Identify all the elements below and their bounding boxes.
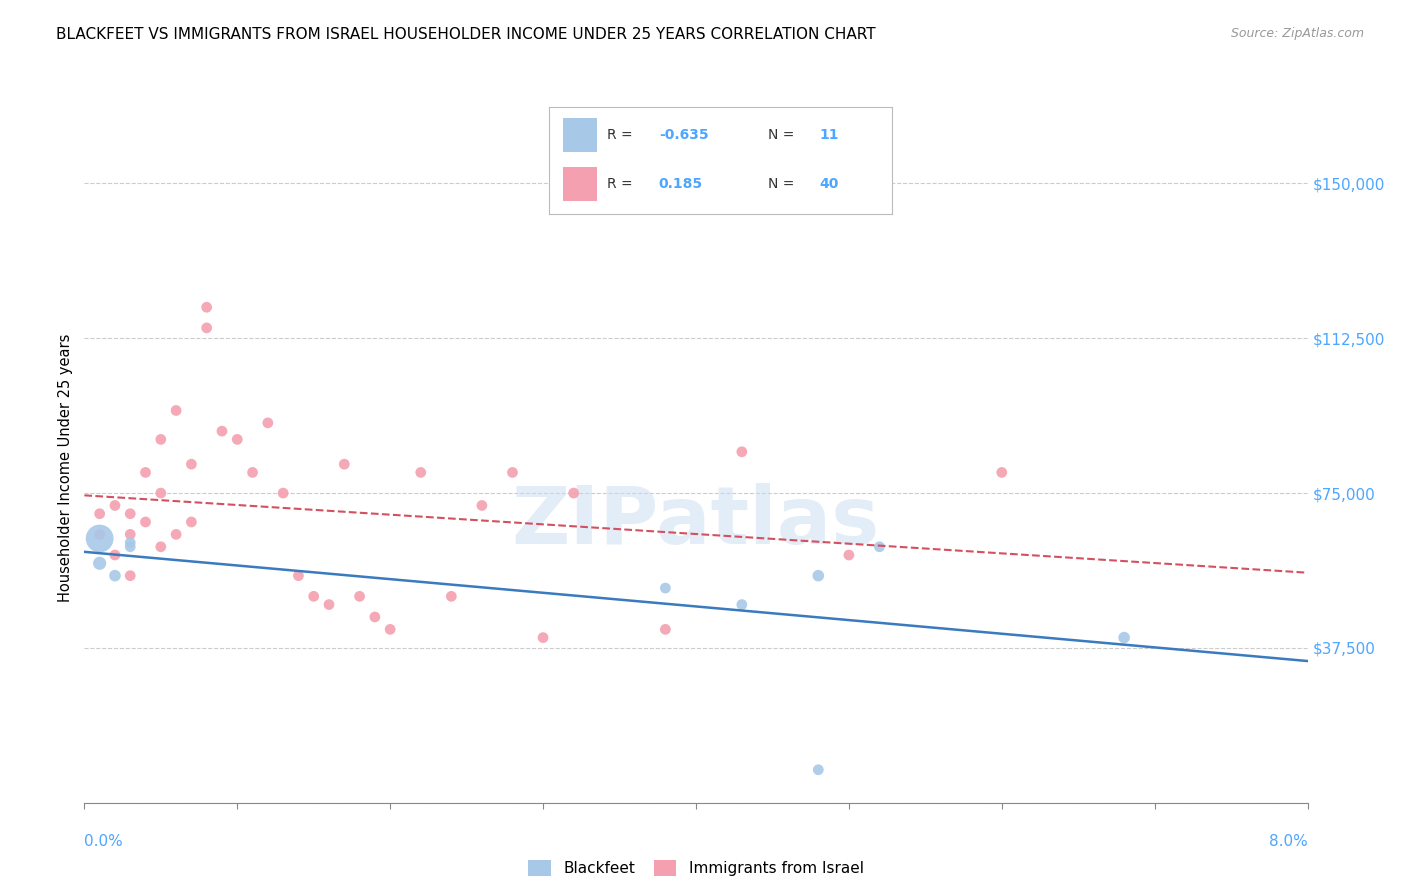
Point	[531, 631, 554, 645]
Y-axis label: Householder Income Under 25 years: Householder Income Under 25 years	[58, 334, 73, 602]
Point	[120, 540, 142, 554]
Point	[149, 486, 172, 500]
Point	[471, 499, 494, 513]
Point	[120, 568, 142, 582]
Point	[287, 568, 309, 582]
Point	[149, 540, 172, 554]
Point	[226, 433, 249, 447]
Point	[89, 527, 111, 541]
Point	[195, 300, 218, 314]
Point	[271, 486, 294, 500]
Point	[120, 507, 142, 521]
Point	[731, 444, 754, 458]
Point	[135, 466, 157, 480]
Point	[104, 548, 127, 562]
Point	[380, 623, 402, 637]
Point	[242, 466, 264, 480]
Text: Source: ZipAtlas.com: Source: ZipAtlas.com	[1230, 27, 1364, 40]
Point	[364, 610, 387, 624]
Point	[89, 507, 111, 521]
Point	[120, 527, 142, 541]
Point	[180, 457, 202, 471]
Text: BLACKFEET VS IMMIGRANTS FROM ISRAEL HOUSEHOLDER INCOME UNDER 25 YEARS CORRELATIO: BLACKFEET VS IMMIGRANTS FROM ISRAEL HOUS…	[56, 27, 876, 42]
Point	[731, 598, 754, 612]
Point	[104, 499, 127, 513]
Point	[838, 548, 860, 562]
Point	[807, 568, 830, 582]
Point	[318, 598, 340, 612]
Point	[120, 535, 142, 549]
Point	[302, 590, 325, 604]
Point	[195, 321, 218, 335]
Point	[165, 527, 187, 541]
Point	[869, 540, 891, 554]
Text: 8.0%: 8.0%	[1268, 834, 1308, 849]
Point	[211, 424, 233, 438]
Point	[562, 486, 585, 500]
Point	[990, 466, 1012, 480]
Text: ZIPatlas: ZIPatlas	[512, 483, 880, 561]
Point	[409, 466, 432, 480]
Point	[89, 532, 111, 546]
Point	[349, 590, 371, 604]
Point	[333, 457, 356, 471]
Point	[180, 515, 202, 529]
Point	[104, 568, 127, 582]
Point	[501, 466, 523, 480]
Point	[440, 590, 463, 604]
Point	[149, 433, 172, 447]
Text: 0.0%: 0.0%	[84, 834, 124, 849]
Point	[654, 623, 676, 637]
Legend: Blackfeet, Immigrants from Israel: Blackfeet, Immigrants from Israel	[522, 854, 870, 882]
Point	[165, 403, 187, 417]
Point	[257, 416, 280, 430]
Point	[1114, 631, 1136, 645]
Point	[135, 515, 157, 529]
Point	[654, 581, 676, 595]
Point	[89, 556, 111, 570]
Point	[807, 763, 830, 777]
